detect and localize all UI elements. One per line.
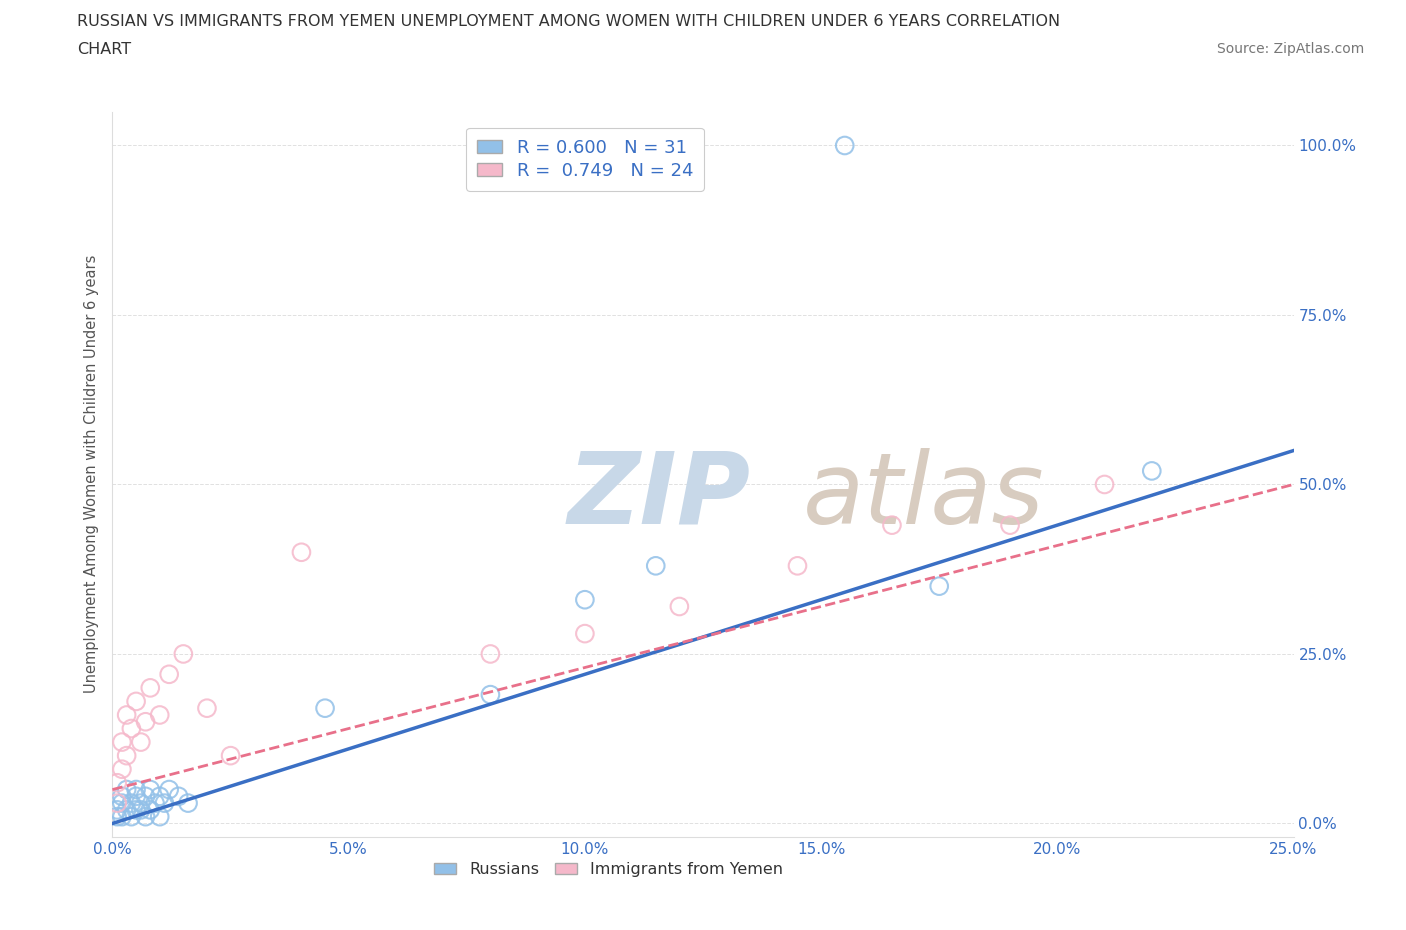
Point xyxy=(157,667,180,682)
Point xyxy=(149,809,172,824)
Point xyxy=(125,782,148,797)
Point xyxy=(1140,463,1163,478)
Point xyxy=(149,789,172,804)
Point xyxy=(143,796,166,811)
Point xyxy=(111,796,134,811)
Point xyxy=(880,518,903,533)
Point xyxy=(135,789,157,804)
Point xyxy=(157,782,180,797)
Point xyxy=(120,796,142,811)
Point xyxy=(1094,477,1116,492)
Point xyxy=(998,518,1021,533)
Point xyxy=(111,735,134,750)
Text: Source: ZipAtlas.com: Source: ZipAtlas.com xyxy=(1216,42,1364,56)
Point xyxy=(172,646,194,661)
Point xyxy=(290,545,312,560)
Point xyxy=(167,789,190,804)
Point xyxy=(105,809,128,824)
Point xyxy=(129,803,152,817)
Point xyxy=(135,714,157,729)
Point xyxy=(153,796,176,811)
Text: ZIP: ZIP xyxy=(567,447,751,545)
Text: atlas: atlas xyxy=(803,447,1045,545)
Legend: Russians, Immigrants from Yemen: Russians, Immigrants from Yemen xyxy=(427,856,790,884)
Point xyxy=(125,789,148,804)
Point xyxy=(834,138,856,153)
Point xyxy=(120,809,142,824)
Point xyxy=(111,809,134,824)
Text: RUSSIAN VS IMMIGRANTS FROM YEMEN UNEMPLOYMENT AMONG WOMEN WITH CHILDREN UNDER 6 : RUSSIAN VS IMMIGRANTS FROM YEMEN UNEMPLO… xyxy=(77,14,1060,29)
Point xyxy=(574,592,596,607)
Point xyxy=(129,735,152,750)
Point xyxy=(574,626,596,641)
Point xyxy=(125,694,148,709)
Point xyxy=(314,700,336,715)
Text: CHART: CHART xyxy=(77,42,131,57)
Point xyxy=(115,749,138,764)
Point xyxy=(115,782,138,797)
Point xyxy=(668,599,690,614)
Point xyxy=(111,789,134,804)
Point xyxy=(105,776,128,790)
Point xyxy=(111,762,134,777)
Point xyxy=(139,681,162,696)
Point xyxy=(105,796,128,811)
Point xyxy=(479,646,502,661)
Point xyxy=(786,558,808,573)
Point xyxy=(177,796,200,811)
Point xyxy=(105,803,128,817)
Point xyxy=(139,782,162,797)
Point xyxy=(129,796,152,811)
Point xyxy=(928,578,950,593)
Point xyxy=(135,809,157,824)
Point xyxy=(115,708,138,723)
Point xyxy=(644,558,666,573)
Point xyxy=(219,749,242,764)
Point xyxy=(120,721,142,736)
Point xyxy=(139,803,162,817)
Point xyxy=(115,803,138,817)
Y-axis label: Unemployment Among Women with Children Under 6 years: Unemployment Among Women with Children U… xyxy=(84,255,100,694)
Point xyxy=(195,700,218,715)
Point xyxy=(125,803,148,817)
Point xyxy=(149,708,172,723)
Point xyxy=(479,687,502,702)
